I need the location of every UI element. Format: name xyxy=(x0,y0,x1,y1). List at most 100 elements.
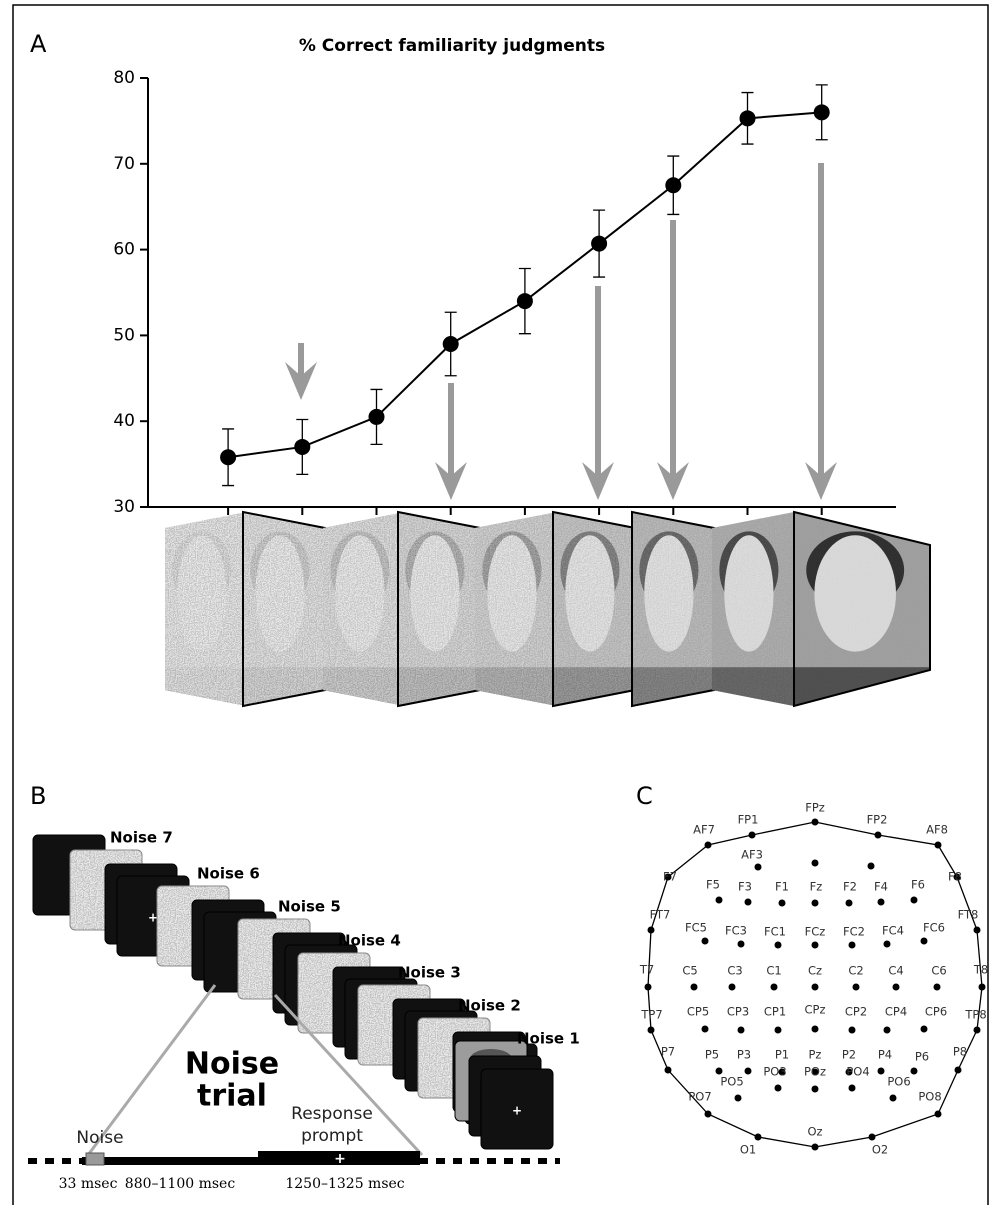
electrode xyxy=(868,1133,876,1141)
electrode-label: F4 xyxy=(874,880,888,894)
electrode xyxy=(778,1068,786,1076)
face-image xyxy=(794,512,930,706)
face-image xyxy=(553,512,635,706)
face-image xyxy=(398,512,480,706)
electrode-label: C1 xyxy=(766,964,781,978)
electrode xyxy=(701,937,709,945)
electrode-label: CP6 xyxy=(925,1005,947,1019)
noise xyxy=(323,512,405,706)
noise xyxy=(712,512,794,706)
electrode xyxy=(811,1025,819,1033)
image-frame xyxy=(793,510,931,708)
point xyxy=(813,104,830,121)
electrode-label: P7 xyxy=(661,1045,675,1059)
electrode xyxy=(867,862,875,870)
electrode xyxy=(644,983,652,991)
electrode-label: FC5 xyxy=(685,921,707,935)
electrode xyxy=(811,1068,819,1076)
electrode xyxy=(737,1026,745,1034)
electrode xyxy=(754,1133,762,1141)
fixation: + xyxy=(148,911,158,925)
electrode-label: CP5 xyxy=(687,1005,709,1019)
fixation: + xyxy=(512,1104,522,1118)
arrow-head xyxy=(582,462,614,500)
noise xyxy=(243,512,325,706)
electrode xyxy=(852,983,860,991)
trial-label: Noise xyxy=(185,1047,279,1082)
electrode-label: F2 xyxy=(843,880,857,894)
electrode-label: FC3 xyxy=(725,924,747,938)
electrode-label: AF3 xyxy=(741,848,763,862)
electrode-label: FC2 xyxy=(843,925,865,939)
stage-label: Noise 7 xyxy=(110,829,173,847)
y-tick-label: 50 xyxy=(113,325,135,345)
electrode-label: O2 xyxy=(872,1143,888,1157)
electrode-label: P4 xyxy=(878,1048,892,1062)
electrode xyxy=(647,1026,655,1034)
electrode xyxy=(774,1084,782,1092)
electrode xyxy=(889,1094,897,1102)
electrode xyxy=(647,926,655,934)
arrow-head xyxy=(285,362,317,400)
electrode xyxy=(973,926,981,934)
electrode xyxy=(848,1026,856,1034)
point xyxy=(591,235,608,252)
electrode-label: P2 xyxy=(842,1048,856,1062)
electrode xyxy=(744,898,752,906)
electrode xyxy=(954,1066,962,1074)
noise xyxy=(475,512,557,706)
timeline xyxy=(82,1157,420,1165)
duration-label: 33 msec xyxy=(59,1176,118,1192)
electrode-label: FP2 xyxy=(867,813,888,827)
face-image xyxy=(712,512,794,706)
electrode-label: F1 xyxy=(775,880,789,894)
electrode-label: PO4 xyxy=(846,1065,869,1079)
noise xyxy=(165,512,247,706)
y-tick-label: 40 xyxy=(113,411,135,431)
electrode-label: C2 xyxy=(848,964,863,978)
electrode xyxy=(877,1067,885,1075)
panel-label: B xyxy=(30,782,46,810)
electrode-label: CP1 xyxy=(764,1005,786,1019)
electrode xyxy=(774,1026,782,1034)
electrode-label: C4 xyxy=(888,964,903,978)
electrode-label: F5 xyxy=(706,878,720,892)
stage-label: Noise 2 xyxy=(458,997,521,1015)
electrode xyxy=(664,1066,672,1074)
electrode-label: C5 xyxy=(682,964,697,978)
duration-label: 1250–1325 msec xyxy=(285,1176,404,1192)
stage-label: Noise 3 xyxy=(398,964,461,982)
electrode-label: Pz xyxy=(809,1048,822,1062)
electrode-label: TP8 xyxy=(964,1008,986,1022)
electrode-label: CPz xyxy=(804,1003,825,1017)
point xyxy=(368,408,385,425)
electrode xyxy=(664,873,672,881)
stage-label: Noise 4 xyxy=(338,932,401,950)
electrode-label: T7 xyxy=(639,963,654,977)
electrode-label: Fz xyxy=(810,880,823,894)
electrode-label: FC4 xyxy=(882,924,904,938)
electrode-label: PO6 xyxy=(887,1075,910,1089)
electrode-label: AF8 xyxy=(926,823,948,837)
face-image xyxy=(475,512,557,706)
timeline-prompt xyxy=(258,1151,420,1165)
electrode-label: FC6 xyxy=(923,921,945,935)
electrode xyxy=(848,941,856,949)
electrode xyxy=(811,859,819,867)
zoom-line xyxy=(273,993,424,1157)
electrode xyxy=(845,1068,853,1076)
electrode-label: PO3 xyxy=(763,1065,786,1079)
electrode-label: O1 xyxy=(740,1143,756,1157)
electrode xyxy=(748,831,756,839)
panel-label: A xyxy=(30,30,47,58)
noise xyxy=(553,512,635,706)
point xyxy=(220,449,237,466)
point xyxy=(665,177,682,194)
electrode xyxy=(848,1084,856,1092)
face-image xyxy=(632,512,714,706)
y-tick-label: 60 xyxy=(113,240,135,260)
electrode xyxy=(704,841,712,849)
electrode xyxy=(910,1067,918,1075)
electrode-label: PO5 xyxy=(720,1075,743,1089)
electrode-label: PO7 xyxy=(688,1090,711,1104)
